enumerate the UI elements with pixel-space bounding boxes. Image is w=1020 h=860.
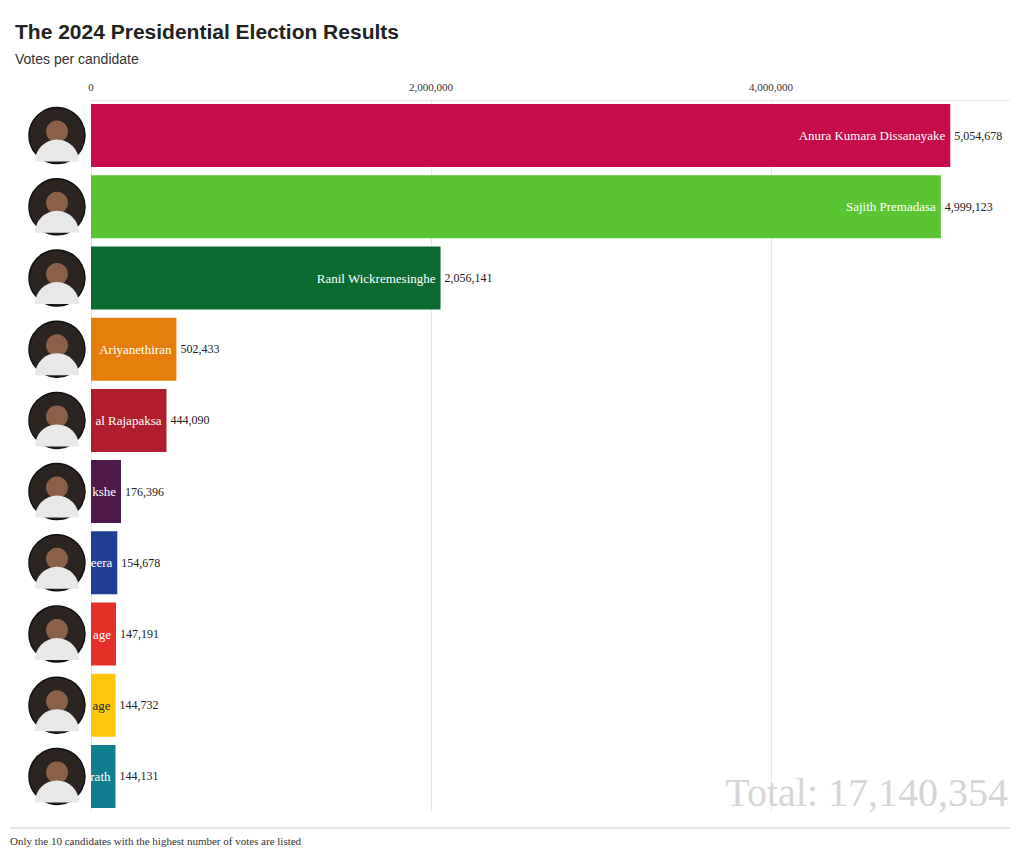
svg-text:Ranil Wickremesinghe: Ranil Wickremesinghe [317,271,436,286]
svg-text:0: 0 [88,81,94,93]
svg-text:kshe: kshe [92,484,116,499]
svg-text:al Rajapaksa: al Rajapaksa [95,413,161,428]
svg-text:176,396: 176,396 [125,485,164,499]
svg-text:144,732: 144,732 [120,698,159,712]
svg-text:5,054,678: 5,054,678 [954,129,1002,143]
svg-text:444,090: 444,090 [170,413,209,427]
svg-text:2,000,000: 2,000,000 [409,81,454,93]
svg-text:rath: rath [90,769,111,784]
svg-text:4,000,000: 4,000,000 [749,81,794,93]
svg-text:Ariyanethiran: Ariyanethiran [99,342,172,357]
svg-text:2,056,141: 2,056,141 [445,271,493,285]
svg-text:age: age [93,698,111,713]
svg-text:Only the 10 candidates with th: Only the 10 candidates with the highest … [10,835,302,847]
svg-text:4,999,123: 4,999,123 [945,200,993,214]
svg-text:Anura Kumara Dissanayake: Anura Kumara Dissanayake [799,128,946,143]
svg-text:eera: eera [91,555,113,570]
svg-text:The 2024 Presidential Election: The 2024 Presidential Election Results [15,20,399,43]
svg-text:502,433: 502,433 [180,342,219,356]
svg-text:Votes per candidate: Votes per candidate [15,51,139,67]
svg-text:154,678: 154,678 [121,556,160,570]
svg-text:Sajith Premadasa: Sajith Premadasa [846,199,936,214]
svg-text:147,191: 147,191 [120,627,159,641]
svg-text:144,131: 144,131 [120,769,159,783]
svg-text:Total: 17,140,354: Total: 17,140,354 [725,770,1008,815]
svg-text:age: age [93,627,111,642]
